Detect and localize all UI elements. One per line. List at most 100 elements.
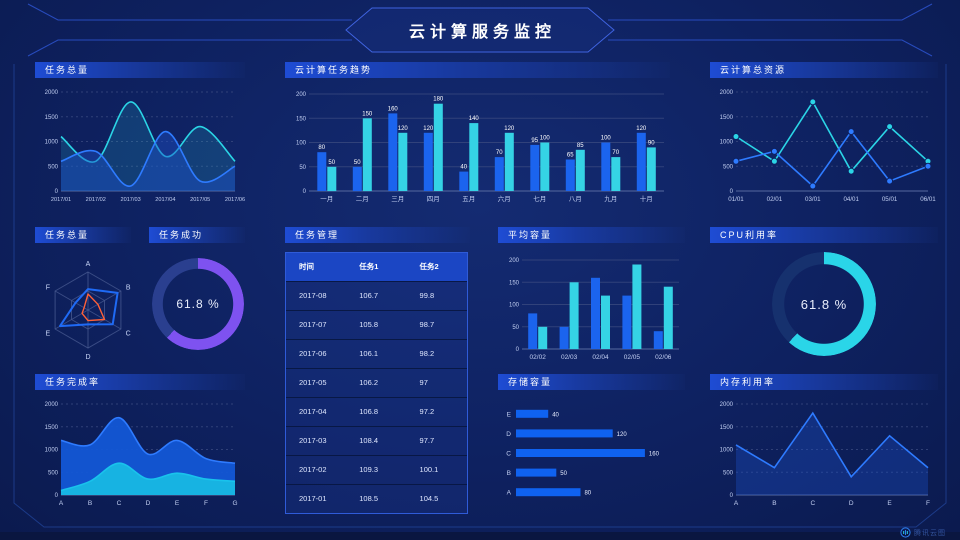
svg-text:0: 0: [303, 189, 307, 195]
svg-text:C: C: [810, 500, 815, 507]
svg-text:0: 0: [55, 493, 59, 499]
svg-text:160: 160: [649, 452, 660, 458]
table-row: 2017-06 106.1 98.2: [286, 339, 467, 368]
svg-text:0: 0: [516, 347, 520, 353]
series-cyan-bar: [663, 286, 673, 349]
table-header-cell: 任务1: [359, 262, 379, 271]
svg-text:1500: 1500: [720, 425, 734, 431]
svg-text:1000: 1000: [45, 140, 59, 146]
series-cyan-bar: [538, 326, 548, 350]
series-blue-bar: [622, 295, 632, 349]
svg-text:02/06: 02/06: [655, 354, 672, 361]
svg-text:150: 150: [296, 116, 307, 122]
panel-title-task-success: 任务成功: [149, 227, 245, 243]
task_completion-svg: 0 500 1000 1500 2000 A B C D E F G: [45, 402, 238, 507]
svg-text:C: C: [126, 331, 131, 338]
series-cyan-bar: [646, 147, 656, 191]
svg-text:100: 100: [509, 303, 520, 309]
svg-text:1000: 1000: [45, 448, 59, 454]
panel-title-cloud-task-trend: 云计算任务趋势: [285, 62, 670, 78]
table-row: 2017-05 106.2 97: [286, 368, 467, 397]
svg-text:95: 95: [531, 138, 538, 144]
svg-text:02/03: 02/03: [561, 354, 578, 361]
storage-bar: [516, 488, 581, 497]
series-blue: [60, 130, 236, 187]
average_capacity-svg: 0 50 100 150 200 02/02 02/03 02/04 02/05 02/06: [509, 258, 679, 361]
tasks_total_line-svg: 0 500 1000 1500 2000 2017/01 2017/02 2017/03 201…: [45, 90, 245, 203]
svg-text:五月: 五月: [462, 195, 475, 203]
table-cell: 2017-06: [299, 349, 327, 358]
svg-text:B: B: [126, 284, 131, 291]
svg-text:70: 70: [496, 150, 503, 156]
svg-text:E: E: [46, 331, 51, 338]
svg-text:B: B: [88, 500, 92, 507]
task-success-donut: 61.8 %: [152, 258, 244, 350]
svg-text:F: F: [926, 500, 930, 507]
svg-text:2017/03: 2017/03: [120, 197, 140, 203]
watermark-label: 腾讯云图: [914, 529, 946, 537]
svg-text:500: 500: [48, 164, 59, 170]
svg-text:0: 0: [730, 189, 734, 195]
table-cell: 100.1: [419, 465, 439, 474]
series-cyan: [60, 462, 236, 492]
svg-text:70: 70: [612, 150, 619, 156]
series-blue-bar: [388, 113, 398, 191]
page-title: 云计算服务监控: [408, 24, 556, 41]
svg-text:50: 50: [328, 160, 335, 166]
panel-title-task-completion: 任务完成率: [35, 374, 245, 390]
svg-text:80: 80: [318, 145, 325, 151]
storage-bar: [516, 449, 645, 457]
series-blue-bar: [494, 157, 504, 191]
svg-text:E: E: [887, 500, 892, 507]
svg-text:120: 120: [398, 126, 409, 132]
svg-text:1500: 1500: [45, 425, 59, 431]
cpu-usage-donut-ring: [772, 252, 876, 356]
series-blue-bar: [591, 277, 600, 349]
table-cell: 106.1: [359, 349, 379, 358]
series-blue-bar: [601, 142, 611, 191]
svg-text:40: 40: [552, 412, 559, 418]
svg-text:150: 150: [509, 280, 520, 286]
memory-usage-chart: 0 500 1000 1500 2000 A B C D E F: [710, 396, 938, 513]
watermark: 腾讯云图: [900, 527, 946, 538]
series-blue: [735, 411, 929, 479]
cloud_total_resources-svg: 0 500 1000 1500 2000 01/01 02/01 03/01 04/01 05/0…: [720, 90, 937, 203]
svg-text:七月: 七月: [533, 194, 546, 203]
table-cell: 99.8: [419, 291, 435, 300]
svg-text:50: 50: [299, 165, 306, 171]
series-blue: [59, 288, 119, 328]
table-cell: 108.5: [359, 494, 379, 503]
svg-text:D: D: [506, 431, 511, 438]
svg-text:0: 0: [730, 493, 734, 499]
svg-text:500: 500: [48, 470, 59, 476]
cloud_task_trend-svg: 0 50 100 150 200 一月 二月 三月 四月 五月 六月 七月 八月 九月 十月 80 50 160 1…: [296, 92, 664, 203]
svg-text:80: 80: [584, 491, 591, 497]
table-cell: 2017-04: [299, 407, 327, 416]
table-header-cell: 时间: [299, 262, 314, 271]
storage-bar: [516, 409, 549, 418]
svg-text:90: 90: [648, 140, 655, 146]
svg-text:2000: 2000: [720, 402, 734, 408]
svg-text:100: 100: [540, 136, 551, 142]
cloud-total-resources-chart: 0 500 1000 1500 2000 01/01 02/01 03/01 04/01 05/0…: [710, 84, 938, 209]
series-cyan-bar: [433, 103, 443, 191]
svg-text:D: D: [146, 500, 151, 507]
svg-text:180: 180: [433, 97, 444, 103]
svg-text:150: 150: [362, 111, 373, 117]
svg-text:03/01: 03/01: [805, 196, 821, 203]
table-cell: 106.7: [359, 291, 379, 300]
svg-text:02/05: 02/05: [624, 354, 641, 361]
series-blue: [735, 130, 929, 188]
svg-text:C: C: [506, 451, 511, 458]
series-blue-bar: [653, 331, 663, 349]
svg-text:02/02: 02/02: [530, 354, 547, 361]
table-cell: 108.4: [359, 436, 379, 445]
svg-text:05/01: 05/01: [882, 196, 898, 203]
table-cell: 2017-05: [299, 378, 327, 387]
task-completion-chart: 0 500 1000 1500 2000 A B C D E F G: [35, 396, 245, 513]
panel-title-storage-capacity: 存储容量: [498, 374, 685, 390]
svg-text:二月: 二月: [356, 195, 369, 203]
table-row: 2017-03 108.4 97.7: [286, 426, 467, 455]
table-row: 2017-01 108.5 104.5: [286, 484, 467, 513]
svg-text:1000: 1000: [720, 448, 734, 454]
